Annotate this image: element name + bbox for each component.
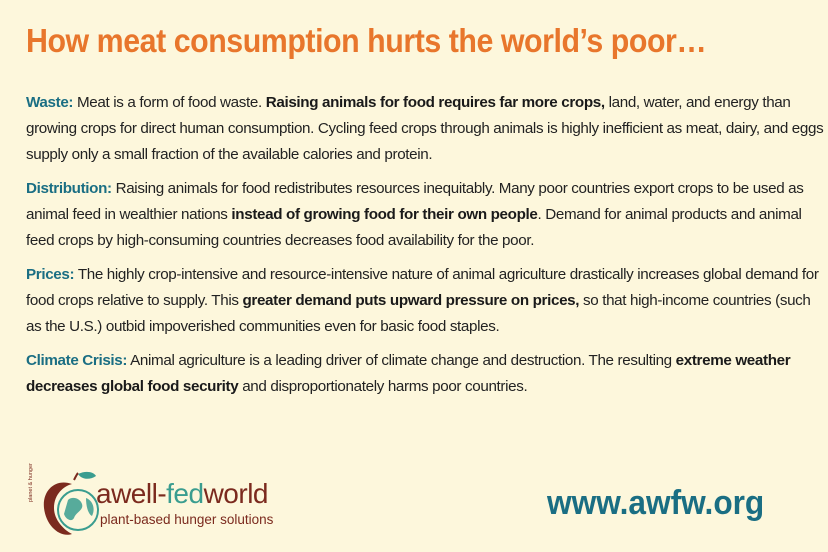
logo-tagline: plant-based hunger solutions bbox=[100, 512, 274, 527]
section-text: Meat is a form of food waste. bbox=[73, 94, 266, 111]
logo-wordmark: awell-fedworld bbox=[96, 478, 269, 510]
section-waste: Waste: Meat is a form of food waste. Rai… bbox=[26, 90, 826, 168]
section-prices: Prices: The highly crop-intensive and re… bbox=[26, 262, 826, 340]
section-text: so that high-income countries (such as t… bbox=[26, 292, 811, 335]
section-emphasis: extreme weather decreases global food se… bbox=[26, 352, 791, 395]
section-climate-crisis: Climate Crisis: Animal agriculture is a … bbox=[26, 348, 826, 400]
section-heading: Prices: bbox=[26, 266, 75, 283]
section-text: Raising animals for food redistributes r… bbox=[26, 180, 804, 223]
content-body: Waste: Meat is a form of food waste. Rai… bbox=[26, 90, 826, 408]
awfw-logo: planet & hunger awell-fedworld plant-bas… bbox=[26, 463, 316, 540]
logo-well: well- bbox=[111, 478, 167, 509]
section-heading: Distribution: bbox=[26, 180, 112, 197]
section-distribution: Distribution: Raising animals for food r… bbox=[26, 176, 826, 254]
logo-prefix: a bbox=[96, 478, 112, 509]
logo-vertical-text: planet & hunger bbox=[28, 463, 34, 502]
section-text: . Demand for animal products and animal … bbox=[26, 206, 802, 249]
apple-globe-icon bbox=[43, 471, 99, 535]
website-url[interactable]: www.awfw.org bbox=[547, 484, 765, 522]
section-text: and disproportionately harms poor countr… bbox=[238, 378, 528, 395]
page-title: How meat consumption hurts the world’s p… bbox=[26, 22, 707, 59]
section-heading: Climate Crisis: bbox=[26, 352, 128, 369]
section-text: land, water, and energy than growing cro… bbox=[26, 94, 824, 163]
section-text: Animal agriculture is a leading driver o… bbox=[127, 352, 676, 369]
section-emphasis: greater demand puts upward pressure on p… bbox=[242, 292, 580, 309]
logo-world: world bbox=[203, 478, 269, 509]
section-emphasis: Raising animals for food requires far mo… bbox=[265, 94, 605, 111]
section-text: The highly crop-intensive and resource-i… bbox=[26, 266, 819, 309]
logo-fed: fed bbox=[166, 478, 204, 509]
section-emphasis: instead of growing food for their own pe… bbox=[231, 206, 538, 223]
section-heading: Waste: bbox=[26, 94, 74, 111]
